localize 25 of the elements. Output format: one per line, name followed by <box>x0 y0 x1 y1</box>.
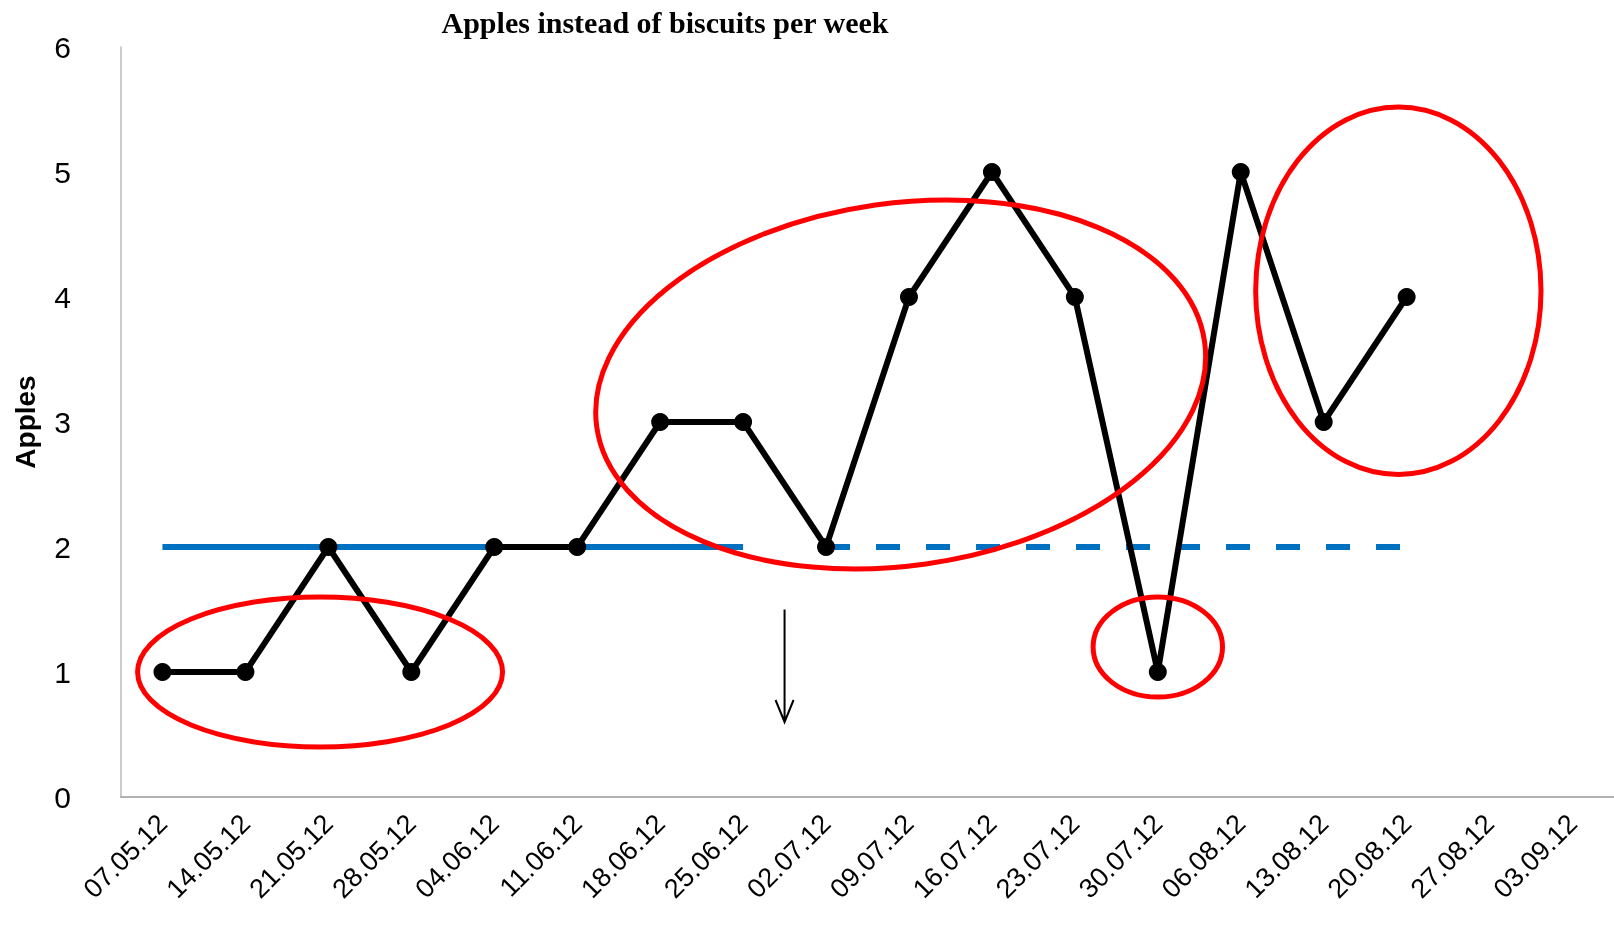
y-tick-label: 1 <box>54 655 71 689</box>
point <box>1148 663 1167 681</box>
y-tick-label: 3 <box>54 405 71 439</box>
y-tick-label: 6 <box>54 30 71 64</box>
point <box>734 413 753 431</box>
point <box>236 663 255 681</box>
y-tick-label: 0 <box>54 780 71 814</box>
point <box>1065 288 1084 306</box>
point <box>319 538 338 556</box>
y-tick-label: 4 <box>54 280 71 314</box>
point <box>1231 163 1250 181</box>
point <box>817 538 836 556</box>
y-tick-label: 5 <box>54 155 71 189</box>
point <box>899 288 918 306</box>
point <box>1397 288 1416 306</box>
point <box>982 163 1001 181</box>
y-tick-label: 2 <box>54 530 71 564</box>
point <box>153 663 172 681</box>
point <box>651 413 670 431</box>
point <box>485 538 504 556</box>
chart-title: Apples instead of biscuits per week <box>441 5 889 39</box>
point <box>402 663 421 681</box>
point <box>568 538 587 556</box>
point <box>1314 413 1333 431</box>
y-axis-title: Apples <box>9 375 41 469</box>
